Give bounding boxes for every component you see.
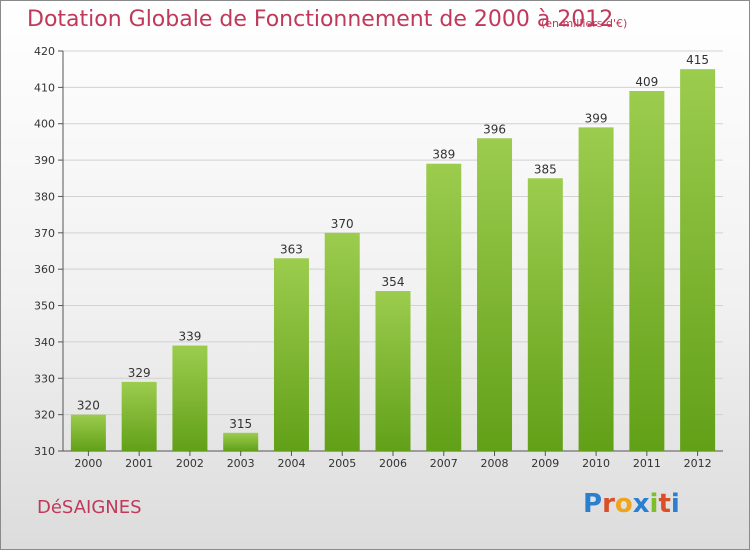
- x-tick-label-2006: 2006: [379, 457, 407, 470]
- data-label-2009: 385: [534, 162, 557, 176]
- data-label-2010: 399: [585, 111, 608, 125]
- y-tick-label: 420: [34, 45, 55, 58]
- y-tick-label: 340: [34, 336, 55, 349]
- bar-2001: [121, 381, 157, 451]
- logo-letter: r: [602, 489, 615, 519]
- x-tick-label-2004: 2004: [277, 457, 305, 470]
- x-tick-labels: 2000 2001 2002 2003 2004 2005 2006 2007 2008 2009…: [74, 457, 711, 470]
- bar-2003: [223, 432, 259, 451]
- logo-letter: P: [583, 489, 603, 519]
- data-label-2004: 363: [280, 242, 303, 256]
- x-tick-label-2011: 2011: [633, 457, 661, 470]
- chart-subtitle: (en milliers d'€): [541, 17, 628, 30]
- data-label-2011: 409: [635, 75, 658, 89]
- x-tick-label-2005: 2005: [328, 457, 356, 470]
- proxiti-logo: Proxiti: [583, 489, 680, 519]
- x-tick-label-2008: 2008: [481, 457, 509, 470]
- commune-name: DéSAIGNES: [37, 497, 142, 518]
- data-label-2008: 396: [483, 122, 506, 136]
- bar-2006: [375, 291, 411, 451]
- x-tick-label-2002: 2002: [176, 457, 204, 470]
- y-tick-labels: 310 320 330 340 350 360 370 380 390 400 410 420: [34, 45, 55, 458]
- y-tick-label: 400: [34, 118, 55, 131]
- bar-2008: [477, 138, 513, 452]
- x-tick-label-2009: 2009: [531, 457, 559, 470]
- bar-2000: [70, 414, 106, 451]
- y-tick-label: 380: [34, 190, 55, 203]
- bar-2009: [527, 178, 563, 452]
- data-label-2005: 370: [331, 217, 354, 231]
- chart-title: Dotation Globale de Fonctionnement de 20…: [27, 7, 614, 32]
- logo-letter: i: [670, 489, 680, 519]
- data-label-2012: 415: [686, 53, 709, 67]
- bar-2007: [426, 163, 462, 451]
- x-tick-label-2003: 2003: [227, 457, 255, 470]
- bar-2004: [273, 258, 309, 451]
- data-label-2003: 315: [229, 417, 252, 431]
- data-label-2007: 389: [432, 148, 455, 162]
- data-label-2002: 339: [178, 330, 201, 344]
- x-tick-label-2000: 2000: [74, 457, 102, 470]
- y-tick-label: 410: [34, 81, 55, 94]
- logo-letter: x: [632, 489, 650, 519]
- x-tick-label-2001: 2001: [125, 457, 153, 470]
- bars: [70, 69, 716, 452]
- y-tick-label: 360: [34, 263, 55, 276]
- logo-letter: t: [658, 489, 671, 519]
- bar-2002: [172, 345, 208, 451]
- data-label-2006: 354: [382, 275, 405, 289]
- y-tick-label: 320: [34, 409, 55, 422]
- x-tick-label-2007: 2007: [430, 457, 458, 470]
- bar-2010: [578, 127, 614, 451]
- data-labels: 320 329 339 315 363 370 354 389 396 385 399 409 415: [77, 53, 709, 431]
- logo-letter: i: [649, 489, 659, 519]
- bar-2005: [324, 232, 360, 451]
- x-tick-label-2012: 2012: [684, 457, 712, 470]
- y-tick-label: 310: [34, 445, 55, 458]
- x-tick-label-2010: 2010: [582, 457, 610, 470]
- y-tick-label: 370: [34, 227, 55, 240]
- y-tick-label: 350: [34, 300, 55, 313]
- y-tick-label: 330: [34, 372, 55, 385]
- y-tick-label: 390: [34, 154, 55, 167]
- data-label-2000: 320: [77, 399, 100, 413]
- bar-2011: [629, 91, 665, 451]
- logo-letter: o: [614, 489, 633, 519]
- data-label-2001: 329: [128, 366, 151, 380]
- bar-2012: [680, 69, 716, 451]
